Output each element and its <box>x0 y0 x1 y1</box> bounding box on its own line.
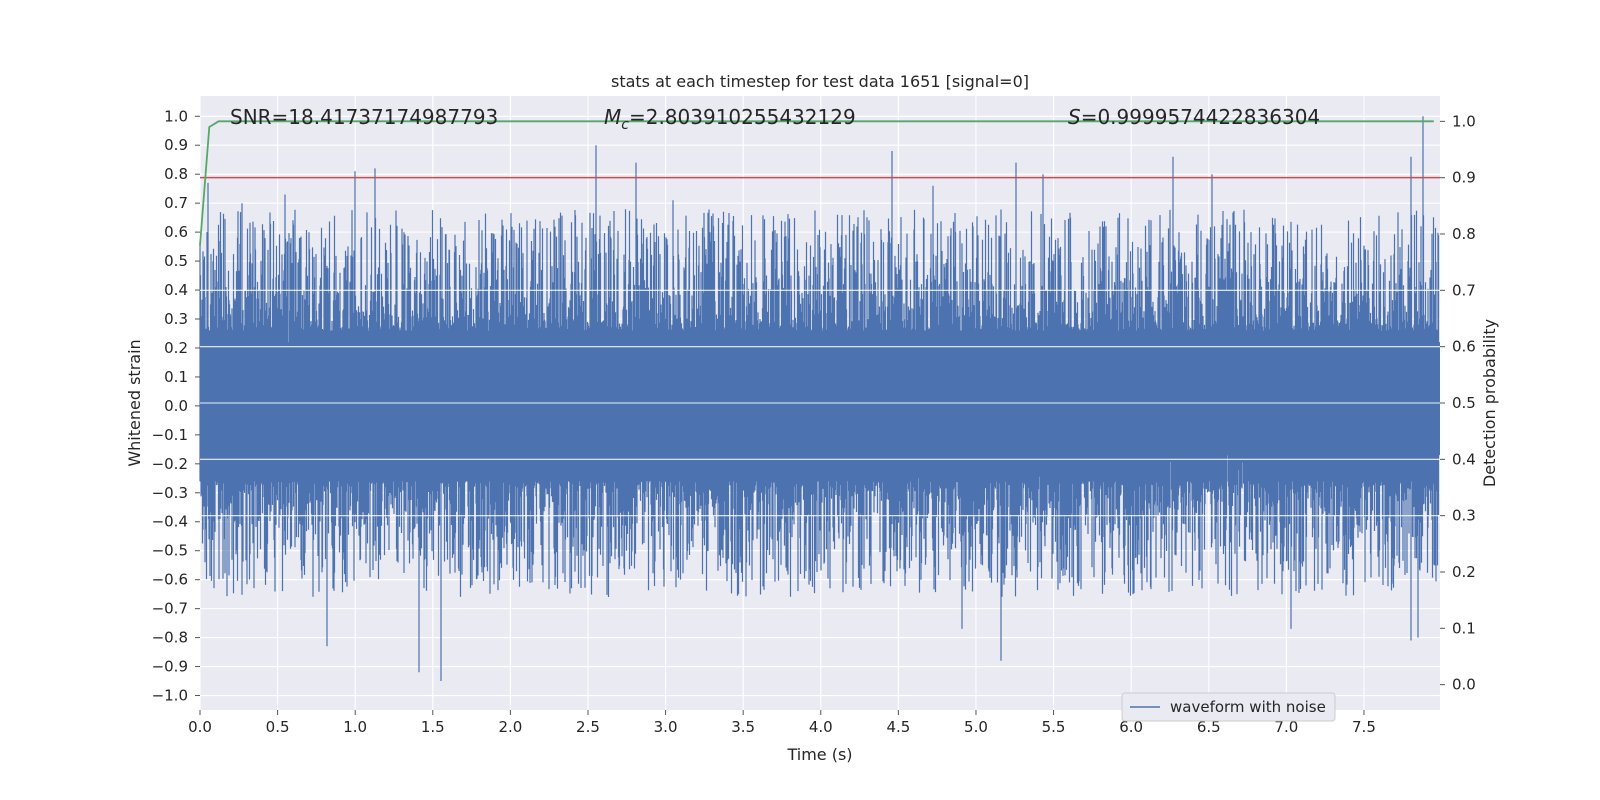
y-right-tick-label: 0.2 <box>1452 563 1476 581</box>
y-left-tick-label: 0.4 <box>164 281 188 299</box>
chart-title: stats at each timestep for test data 165… <box>611 72 1029 91</box>
x-tick-label: 6.5 <box>1197 718 1221 736</box>
x-tick-label: 2.5 <box>576 718 600 736</box>
y-left-tick-label: −0.5 <box>152 542 188 560</box>
y-left-tick-label: 0.9 <box>164 136 188 154</box>
x-tick-label: 0.0 <box>188 718 212 736</box>
y-left-tick-label: −0.6 <box>152 571 188 589</box>
x-tick-label: 1.5 <box>421 718 445 736</box>
y-right-tick-label: 0.1 <box>1452 619 1476 637</box>
y-left-tick-label: −0.8 <box>152 629 188 647</box>
y-right-tick-label: 0.5 <box>1452 394 1476 412</box>
x-axis-label: Time (s) <box>786 745 852 764</box>
x-tick-label: 1.0 <box>343 718 367 736</box>
probability-line <box>199 120 1434 246</box>
chirp-mass-subscript: c <box>621 117 629 133</box>
y-left-tick-label: −0.1 <box>152 426 188 444</box>
probability-overlay <box>199 120 1440 246</box>
waveform-series <box>199 116 1440 681</box>
x-tick-label: 5.0 <box>964 718 988 736</box>
y-right-tick-label: 0.9 <box>1452 169 1476 187</box>
y-right-tick-label: 0.4 <box>1452 450 1476 468</box>
y-left-tick-label: 0.8 <box>164 165 188 183</box>
legend-box <box>1121 692 1336 722</box>
chirp-mass-value: =2.803910255432129 <box>629 105 856 129</box>
y-left-tick-label: −0.7 <box>152 600 188 618</box>
y-left-tick-label: 0.2 <box>164 339 188 357</box>
chirp-mass-annotation: Mc=2.803910255432129 <box>604 105 856 133</box>
s-symbol: S <box>1068 105 1081 129</box>
s-annotation: S=0.9999574422836304 <box>1068 105 1320 129</box>
x-tick-label: 5.5 <box>1042 718 1066 736</box>
y-left-tick-label: 0.3 <box>164 310 188 328</box>
y-left-tick-label: −0.2 <box>152 455 188 473</box>
y-left-tick-label: −1.0 <box>152 687 188 705</box>
x-tick-label: 4.0 <box>809 718 833 736</box>
y-left-tick-label: 0.7 <box>164 194 188 212</box>
y-right-tick-label: 0.3 <box>1452 507 1476 525</box>
snr-annotation: SNR=18.41737174987793 <box>230 105 498 129</box>
y-left-tick-label: 0.1 <box>164 368 188 386</box>
y-right-tick-label: 0.8 <box>1452 225 1476 243</box>
y-right-tick-label: 0.0 <box>1452 676 1476 694</box>
y-left-tick-label: 0.5 <box>164 252 188 270</box>
x-tick-label: 3.5 <box>731 718 755 736</box>
axes-labels: 0.0 0.5 1.0 1.5 2.0 2.5 3.0 3.5 4.0 4.5 5.0 5.5 6.0 6… <box>152 107 1476 736</box>
y-axis-label-right: Detection probability <box>1480 319 1499 487</box>
y-right-tick-label: 0.6 <box>1452 338 1476 356</box>
y-left-tick-label: 1.0 <box>164 107 188 125</box>
y-left-tick-label: −0.4 <box>152 513 188 531</box>
y-right-tick-label: 1.0 <box>1452 112 1476 130</box>
x-tick-label: 2.0 <box>498 718 522 736</box>
x-tick-label: 3.0 <box>654 718 678 736</box>
x-tick-label: 6.0 <box>1119 718 1143 736</box>
x-tick-label: 0.5 <box>266 718 290 736</box>
y-left-tick-label: −0.3 <box>152 484 188 502</box>
waveform-core-band <box>200 342 1440 456</box>
x-tick-label: 7.0 <box>1274 718 1298 736</box>
y-left-tick-label: 0.6 <box>164 223 188 241</box>
y-axis-label-left: Whitened strain <box>125 339 144 466</box>
x-tick-label: 4.5 <box>886 718 910 736</box>
y-left-tick-label: 0.0 <box>164 397 188 415</box>
y-right-tick-label: 0.7 <box>1452 281 1476 299</box>
legend-label: waveform with noise <box>1170 698 1326 716</box>
s-value: =0.9999574422836304 <box>1081 105 1320 129</box>
chirp-mass-symbol: M <box>604 105 621 129</box>
y-left-tick-label: −0.9 <box>152 658 188 676</box>
legend: waveform with noise <box>1121 692 1336 722</box>
x-tick-label: 7.5 <box>1352 718 1376 736</box>
